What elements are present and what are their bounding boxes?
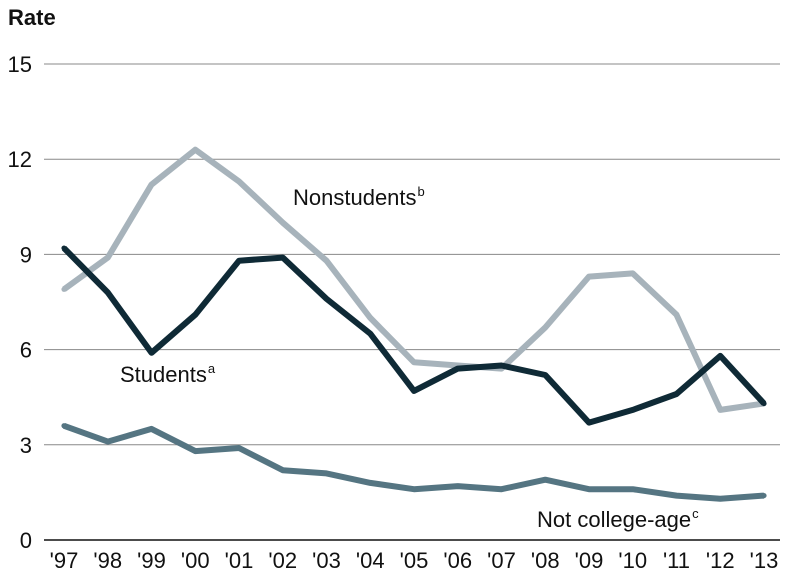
x-tick-label: '00	[181, 548, 210, 573]
x-tick-label: '02	[268, 548, 297, 573]
data-point-not-college-age	[411, 486, 417, 492]
x-tick-label: '11	[663, 548, 690, 573]
data-point-not-college-age	[717, 496, 723, 502]
y-tick-label: 12	[8, 147, 32, 172]
data-point-students	[542, 372, 548, 378]
x-tick-label: '06	[443, 548, 472, 573]
data-point-not-college-age	[498, 486, 505, 492]
data-point-students	[411, 388, 417, 394]
data-point-nonstudents	[280, 220, 286, 226]
data-point-nonstudents	[367, 315, 373, 321]
x-tick-label: '98	[93, 548, 122, 573]
data-point-students	[148, 350, 155, 356]
data-point-not-college-age	[148, 426, 155, 432]
data-point-not-college-age	[630, 486, 636, 492]
y-tick-label: 15	[8, 52, 32, 77]
y-tick-label: 0	[20, 528, 32, 553]
series-labels: Nonstudentsb Studentsa Not college-agec	[120, 184, 699, 532]
series-label-not-college-age: Not college-agec	[537, 506, 699, 532]
data-point-not-college-age	[323, 470, 330, 476]
x-tick-label: '10	[618, 548, 647, 573]
y-tick-label: 3	[20, 433, 32, 458]
data-point-not-college-age	[542, 477, 548, 483]
data-point-students	[323, 296, 330, 302]
x-tick-label: '01	[225, 548, 254, 573]
x-tick-label: '05	[400, 548, 429, 573]
series-label-students: Studentsa	[120, 361, 216, 387]
data-point-students	[630, 407, 636, 413]
data-point-students	[455, 366, 461, 372]
data-point-students	[498, 362, 505, 369]
data-point-students	[236, 258, 242, 264]
x-tick-label: '08	[531, 548, 560, 573]
data-point-nonstudents	[542, 324, 548, 330]
data-point-students	[105, 289, 111, 296]
data-point-not-college-age	[761, 492, 767, 499]
data-point-nonstudents	[586, 274, 592, 280]
data-point-nonstudents	[411, 359, 417, 365]
data-point-not-college-age	[367, 480, 373, 486]
data-point-not-college-age	[61, 423, 67, 429]
data-point-not-college-age	[673, 492, 680, 499]
gridlines	[44, 63, 780, 541]
x-tick-label: '13	[750, 548, 779, 573]
data-point-not-college-age	[586, 486, 592, 492]
data-point-students	[61, 245, 67, 251]
data-point-nonstudents	[105, 254, 111, 261]
data-point-nonstudents	[192, 147, 198, 153]
y-tick-label: 9	[20, 242, 32, 267]
y-tick-labels: 0 3 6 9 12 15	[8, 52, 32, 553]
series-lines	[61, 146, 767, 502]
data-point-nonstudents	[148, 181, 155, 188]
y-tick-label: 6	[20, 338, 32, 363]
data-point-nonstudents	[673, 312, 680, 318]
data-point-not-college-age	[280, 467, 286, 473]
data-point-students	[280, 254, 286, 261]
data-point-not-college-age	[236, 445, 242, 451]
data-point-students	[761, 400, 767, 407]
series-label-nonstudents: Nonstudentsb	[293, 184, 425, 210]
data-point-nonstudents	[323, 258, 330, 264]
x-tick-label: '04	[356, 548, 385, 573]
x-tick-label: '99	[137, 548, 166, 573]
data-point-students	[586, 419, 592, 426]
data-point-nonstudents	[717, 407, 723, 413]
data-point-not-college-age	[455, 483, 461, 489]
data-point-nonstudents	[630, 270, 636, 277]
data-point-students	[717, 353, 723, 359]
x-tick-label: '07	[487, 548, 516, 573]
x-tick-label: '09	[575, 548, 604, 573]
x-tick-label: '97	[50, 548, 79, 573]
data-point-not-college-age	[105, 439, 111, 445]
x-tick-labels: '97 '98 '99 '00 '01 '02 '03 '04 '05 '06 '07 '08 '09 '…	[50, 548, 779, 573]
data-point-students	[192, 312, 198, 318]
data-point-students	[673, 391, 680, 397]
x-tick-label: '03	[312, 548, 341, 573]
data-point-not-college-age	[192, 448, 198, 454]
data-point-students	[367, 331, 373, 337]
y-axis-title: Rate	[8, 5, 56, 30]
data-point-nonstudents	[236, 178, 242, 185]
series-line-students	[61, 245, 767, 426]
x-tick-label: '12	[706, 548, 735, 573]
data-point-nonstudents	[61, 286, 67, 292]
